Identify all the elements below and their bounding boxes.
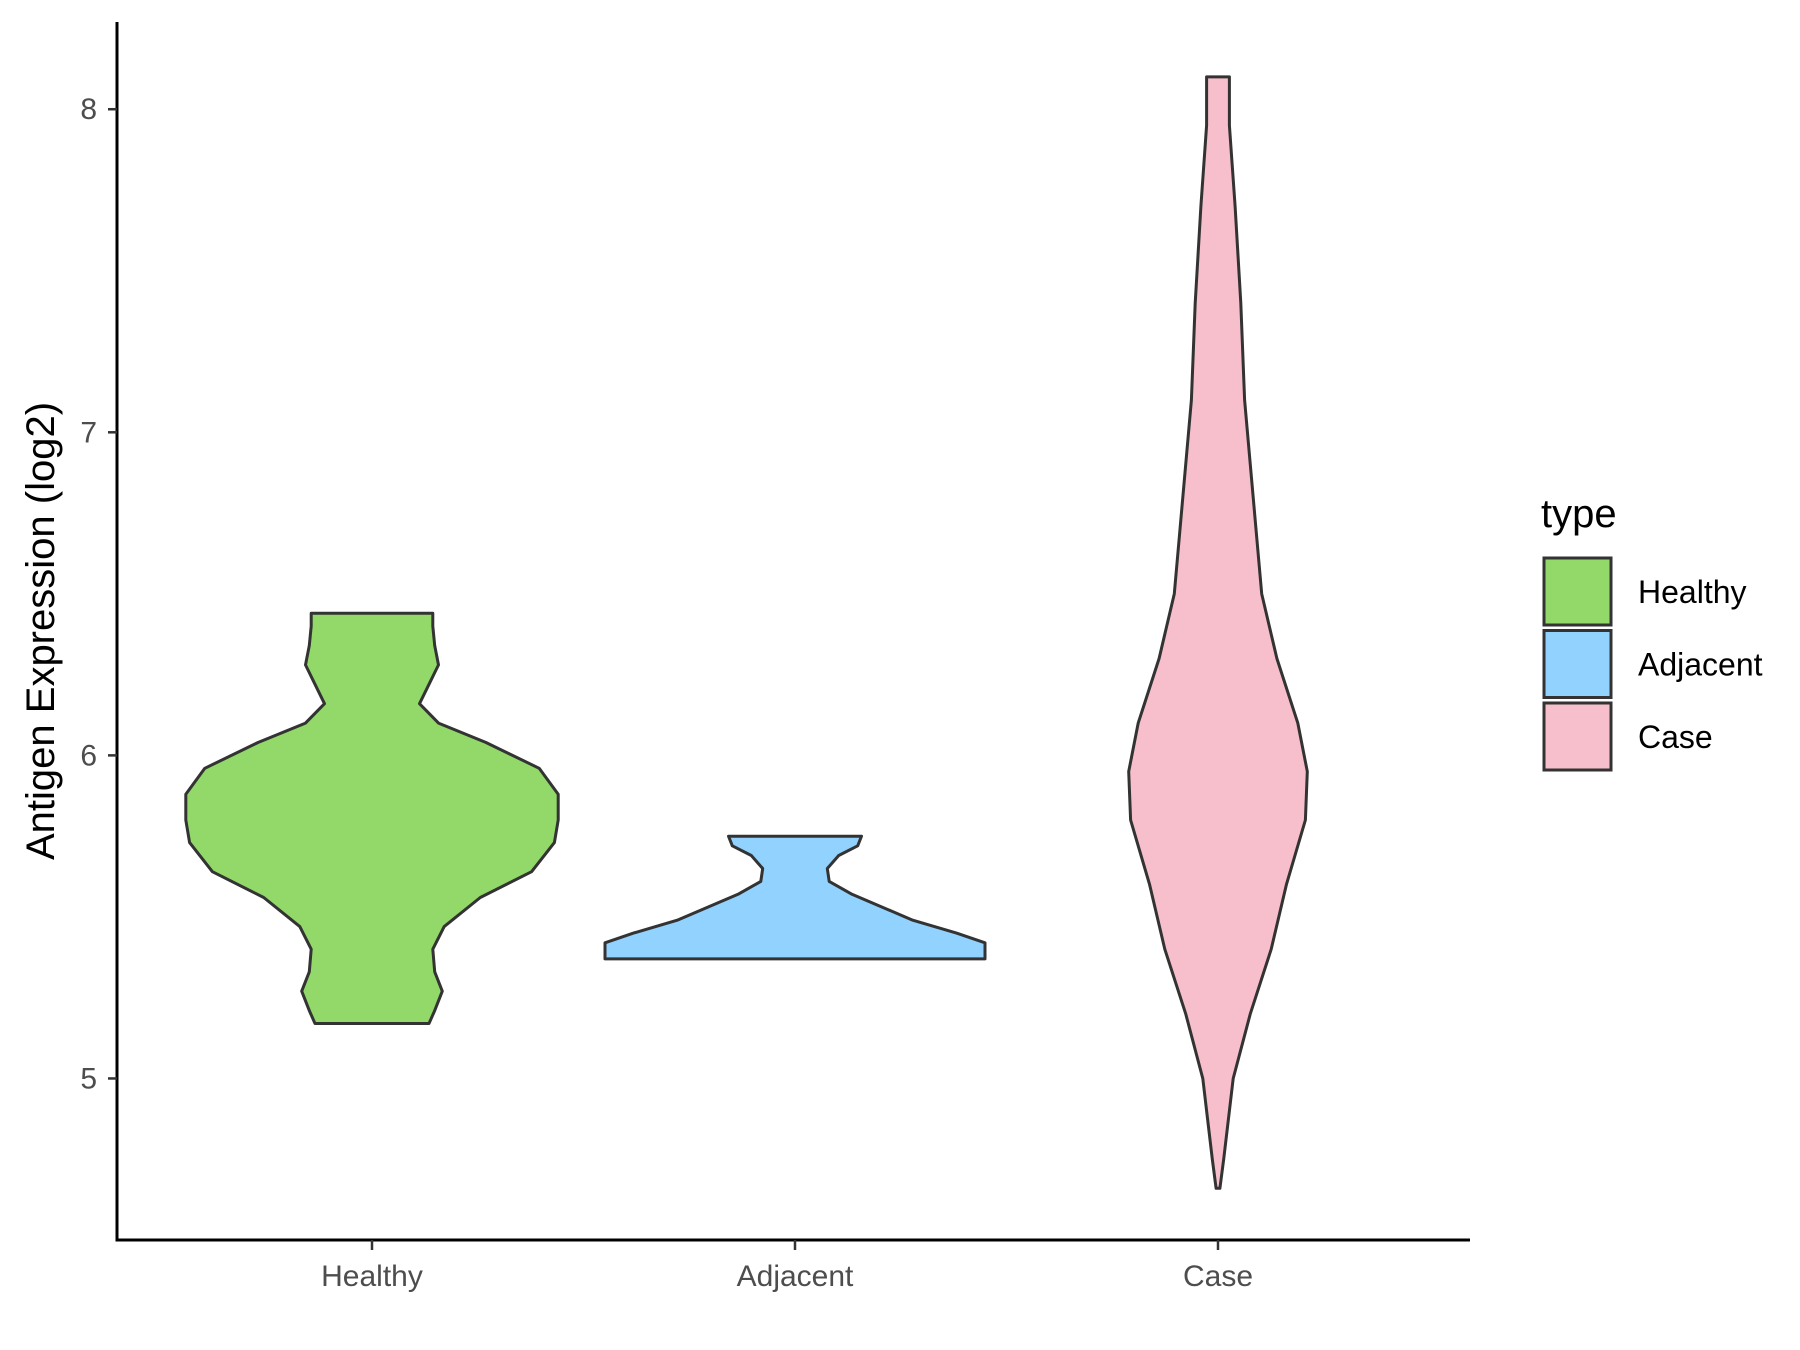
legend-swatch-case <box>1542 701 1613 772</box>
legend-swatch-adjacent <box>1542 629 1613 699</box>
violin-healthy <box>184 611 560 1025</box>
legend-entries: Healthy Adjacent Case <box>1542 556 1763 772</box>
x-tick-label: Case <box>1183 1260 1253 1293</box>
y-tick-label: 5 <box>80 1062 97 1095</box>
y-tick-label: 8 <box>80 93 97 126</box>
legend-label-healthy: Healthy <box>1638 574 1747 610</box>
y-tick-label: 7 <box>80 416 97 449</box>
x-tick-label: Healthy <box>321 1260 423 1293</box>
y-axis-title: Antigen Expression (log2) <box>19 402 63 860</box>
x-ticks-layer: Healthy Adjacent Case <box>321 1240 1253 1293</box>
legend-label-adjacent: Adjacent <box>1638 647 1763 683</box>
violin-adjacent <box>603 834 987 961</box>
y-tick-label: 6 <box>80 739 97 772</box>
x-tick-label: Adjacent <box>737 1260 854 1293</box>
legend: type Healthy Adjacent Case <box>1541 492 1763 772</box>
legend-label-case: Case <box>1638 719 1713 755</box>
legend-swatch-healthy <box>1542 556 1613 627</box>
violin-case <box>1127 75 1309 1190</box>
violins-layer <box>184 75 1309 1190</box>
y-ticks-layer: 5 6 7 8 <box>80 93 117 1095</box>
legend-title: type <box>1541 492 1617 536</box>
axes-layer <box>115 22 1470 1242</box>
